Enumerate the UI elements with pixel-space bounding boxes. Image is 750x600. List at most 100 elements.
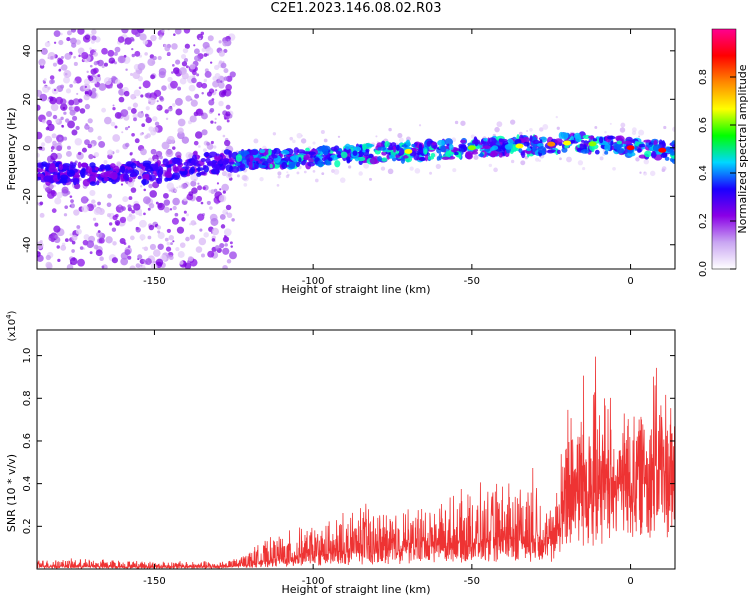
spectrogram-speckle — [609, 122, 612, 125]
spectrogram-ridge-blob — [217, 160, 224, 165]
spectrogram-speckle — [199, 228, 203, 232]
spectrogram-speckle — [210, 140, 214, 145]
spectrogram-speckle — [518, 131, 523, 136]
spectrogram-speckle — [157, 106, 160, 109]
spectrogram-ridge-blob — [202, 164, 207, 170]
spectrogram-speckle — [63, 213, 68, 217]
spectrogram-ridge-blob — [248, 161, 253, 170]
spectrogram-ridge-blob — [303, 156, 311, 161]
colorbar-label: Normalized spectral amplitude — [736, 64, 749, 233]
spectrogram-speckle — [92, 217, 97, 221]
spectrogram-speckle — [69, 109, 76, 116]
spectrogram-speckle — [194, 55, 200, 62]
spectrogram-ridge-blob — [365, 148, 370, 153]
spectrogram-ridge-blob — [57, 172, 61, 180]
spectrogram-speckle — [286, 171, 289, 174]
spectrogram-speckle — [67, 120, 75, 129]
spectrogram-ridge-blob — [241, 157, 247, 164]
spectrogram-speckle — [132, 71, 140, 80]
spectrogram-speckle — [80, 196, 89, 204]
spectrogram-speckle — [114, 111, 122, 119]
spectrogram-ytick-label: 20 — [22, 93, 33, 106]
spectrogram-speckle — [118, 96, 125, 103]
spectrogram-speckle — [74, 137, 83, 146]
spectrogram-speckle — [368, 177, 373, 181]
spectrogram-ridge-blob — [441, 156, 450, 161]
spectrogram-speckle — [58, 68, 62, 72]
spectrogram-ridge-blob — [185, 164, 190, 170]
spectrogram-speckle — [161, 29, 165, 33]
spectrogram-ridge-blob — [526, 147, 532, 152]
spectrogram-speckle — [635, 157, 640, 162]
spectrogram-ridge-blob — [556, 149, 561, 155]
spectrogram-speckle — [582, 167, 586, 171]
spectrogram-speckle — [201, 91, 204, 95]
spectrogram-speckle — [111, 75, 117, 81]
spectrogram-speckle — [54, 234, 59, 239]
spectrogram-speckle — [131, 209, 136, 214]
spectrogram-speckle — [218, 90, 227, 98]
spectrogram-speckle — [70, 37, 77, 45]
spectrogram-speckle — [460, 120, 466, 126]
spectrogram-speckle — [418, 124, 422, 127]
spectrogram-ridge-blob — [73, 178, 80, 183]
spectrogram-speckle — [172, 197, 180, 206]
spectrogram-ridge-blob — [396, 144, 400, 151]
spectrogram-speckle — [166, 135, 175, 144]
spectrogram-speckle — [124, 249, 131, 256]
spectrogram-speckle — [127, 245, 131, 248]
spectrogram-speckle — [171, 103, 176, 107]
spectrogram-speckle — [84, 85, 87, 89]
spectrogram-xtick-label: 0 — [627, 276, 633, 287]
spectrogram-ridge-blob — [137, 163, 144, 167]
spectrogram-speckle — [55, 118, 60, 123]
spectrogram-speckle — [37, 104, 41, 111]
spectrogram-speckle — [50, 146, 55, 150]
spectrogram-speckle — [212, 76, 217, 81]
spectrogram-ridge-blob — [478, 153, 485, 157]
spectrogram-speckle — [91, 199, 96, 204]
spectrogram-speckle — [130, 108, 137, 114]
spectrogram-speckle — [312, 170, 316, 173]
spectrogram-speckle — [114, 125, 118, 129]
spectrogram-ridge-blob — [357, 151, 364, 158]
spectrogram-speckle — [171, 217, 179, 225]
spectrogram-speckle — [98, 140, 106, 148]
spectrogram-ridge-blob — [490, 150, 497, 158]
spectrogram-speckle — [577, 160, 584, 166]
spectrogram-speckle — [113, 51, 118, 56]
spectrogram-speckle — [50, 79, 55, 84]
spectrogram-speckle — [112, 134, 121, 142]
spectrogram-speckle — [214, 245, 220, 250]
spectrogram-speckle — [94, 48, 97, 52]
spectrogram-speckle — [222, 209, 228, 216]
spectrogram-ridge-blob — [317, 146, 325, 152]
spectrogram-speckle — [144, 113, 149, 117]
spectrogram-speckle — [520, 160, 526, 166]
spectrogram-speckle — [81, 205, 89, 213]
spectrogram-speckle — [167, 51, 171, 56]
spectrogram-speckle — [148, 183, 153, 189]
spectrogram-speckle — [97, 59, 104, 67]
spectrogram-speckle — [185, 65, 189, 69]
spectrogram-speckle — [97, 74, 101, 78]
spectrogram-speckle — [143, 212, 146, 216]
spectrogram-ridge-blob — [43, 175, 52, 182]
spectrogram-speckle — [177, 131, 185, 140]
spectrogram-ridge-blob — [598, 136, 604, 144]
snr-panel: -150 -100 -50 0 0.2 0.4 0.6 0.8 1.0 Height of s… — [5, 310, 676, 596]
spectrogram-speckle — [110, 86, 113, 89]
spectrogram-speckle — [111, 257, 118, 264]
spectrogram-speckle — [118, 204, 122, 208]
spectrogram-speckle — [435, 163, 441, 170]
spectrogram-speckle — [296, 171, 300, 175]
colorbar-tick-label: 0.8 — [698, 69, 709, 85]
spectrogram-ytick-label: -20 — [22, 188, 33, 204]
spectrogram-speckle — [70, 29, 77, 33]
spectrogram-speckle — [526, 129, 529, 133]
spectrogram-speckle — [131, 53, 136, 58]
spectrogram-speckle — [202, 148, 207, 153]
spectrogram-speckle — [183, 210, 187, 214]
spectrogram-ridge-blob — [122, 173, 130, 181]
spectrogram-speckle — [193, 140, 199, 146]
